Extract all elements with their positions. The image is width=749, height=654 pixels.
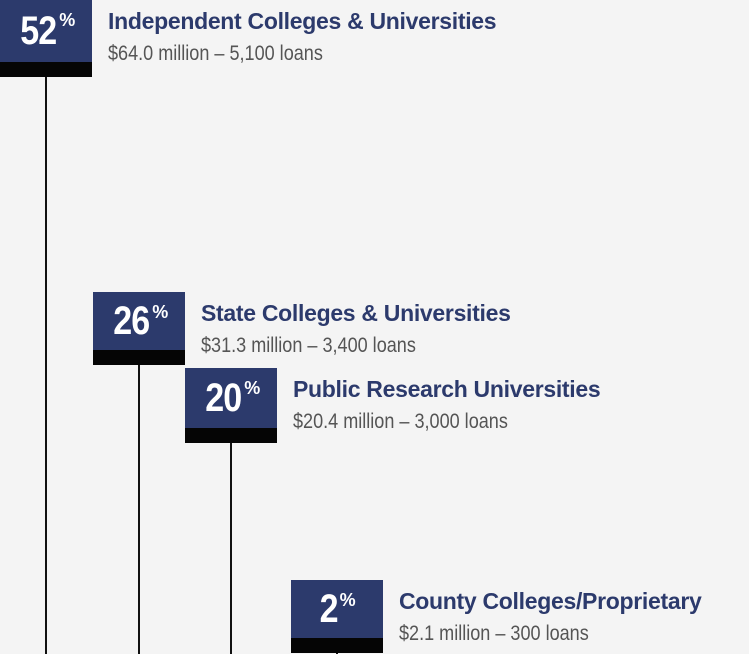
percent-badge: 52% <box>0 0 92 62</box>
category-label: Public Research Universities <box>293 376 601 402</box>
category-detail: $2.1 million – 300 loans <box>399 622 589 645</box>
percent-sign: % <box>244 378 261 398</box>
category-label: State Colleges & Universities <box>201 300 511 326</box>
percent-badge: 20% <box>185 368 277 428</box>
percent-sign: % <box>152 302 169 322</box>
badge-base <box>93 350 185 365</box>
percent-badge: 26% <box>93 292 185 350</box>
percent-value: 2 <box>319 586 339 631</box>
category-label: County Colleges/Proprietary <box>399 588 702 614</box>
category-detail: $31.3 million – 3,400 loans <box>201 334 416 357</box>
connector-line <box>45 77 47 654</box>
percent-value: 26 <box>112 298 150 343</box>
percent-sign: % <box>59 10 76 30</box>
badge-base <box>0 62 92 77</box>
percent-value: 52 <box>19 8 57 53</box>
percent-sign: % <box>339 590 356 610</box>
category-detail: $64.0 million – 5,100 loans <box>108 42 323 65</box>
percent-badge: 2% <box>291 580 383 638</box>
connector-line <box>138 365 140 654</box>
percent-value: 20 <box>204 375 242 420</box>
badge-base <box>291 638 383 653</box>
badge-base <box>185 428 277 443</box>
connector-line <box>230 443 232 654</box>
category-label: Independent Colleges & Universities <box>108 8 497 34</box>
category-detail: $20.4 million – 3,000 loans <box>293 410 508 433</box>
